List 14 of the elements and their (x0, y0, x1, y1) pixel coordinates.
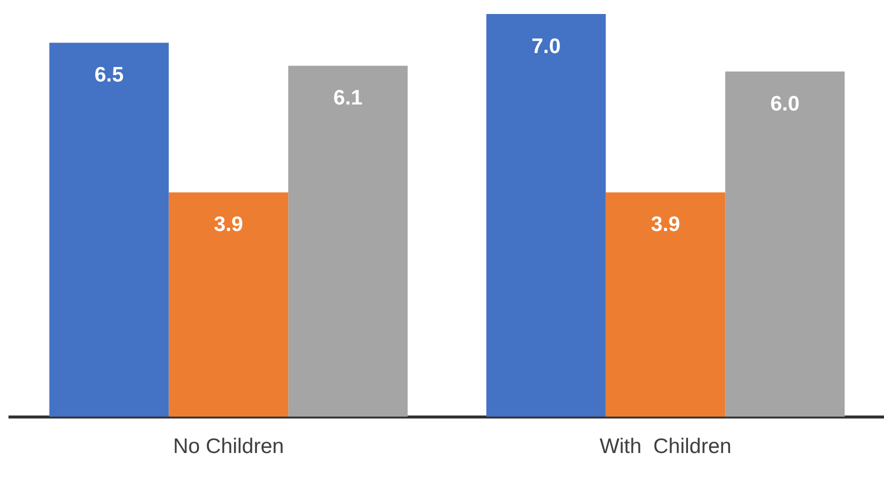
bar (288, 66, 408, 417)
data-label: 3.9 (650, 213, 680, 236)
data-label: 7.0 (531, 34, 561, 58)
data-label: 6.0 (770, 92, 800, 116)
x-tick-label: With Children (600, 435, 732, 458)
data-label: 6.5 (94, 64, 124, 87)
bar (168, 192, 288, 417)
bar (486, 14, 606, 417)
data-label: 6.1 (333, 86, 363, 110)
data-label: 3.9 (214, 213, 244, 236)
bar (725, 72, 845, 417)
bar (49, 42, 169, 417)
x-tick-label: No Children (173, 435, 284, 458)
bar (606, 192, 726, 417)
